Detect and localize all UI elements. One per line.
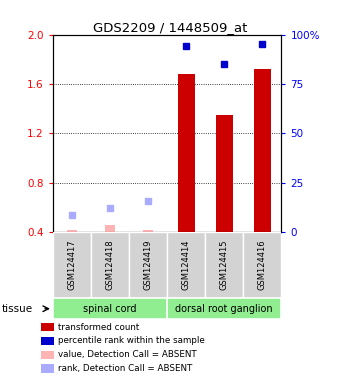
Bar — [167, 298, 281, 319]
Text: GSM124419: GSM124419 — [144, 240, 152, 290]
Bar — [105, 225, 115, 232]
Text: GSM124415: GSM124415 — [220, 240, 229, 290]
Text: rank, Detection Call = ABSENT: rank, Detection Call = ABSENT — [58, 364, 192, 373]
Text: dorsal root ganglion: dorsal root ganglion — [175, 304, 273, 314]
Text: GSM124418: GSM124418 — [105, 240, 115, 290]
Bar — [143, 230, 153, 232]
Text: GDS2209 / 1448509_at: GDS2209 / 1448509_at — [93, 21, 248, 34]
Bar — [67, 230, 77, 232]
Bar — [205, 232, 243, 298]
Bar — [53, 298, 167, 319]
Bar — [167, 232, 205, 298]
Bar — [254, 69, 271, 232]
Bar — [91, 232, 129, 298]
Bar — [53, 232, 91, 298]
Text: transformed count: transformed count — [58, 323, 139, 332]
Bar — [243, 232, 281, 298]
Text: GSM124414: GSM124414 — [182, 240, 191, 290]
Text: GSM124416: GSM124416 — [258, 240, 267, 290]
Text: GSM124417: GSM124417 — [68, 240, 76, 290]
Text: tissue: tissue — [2, 304, 33, 314]
Text: value, Detection Call = ABSENT: value, Detection Call = ABSENT — [58, 350, 197, 359]
Bar — [216, 115, 233, 232]
Bar — [129, 232, 167, 298]
Text: percentile rank within the sample: percentile rank within the sample — [58, 336, 205, 346]
Bar — [178, 74, 195, 232]
Text: spinal cord: spinal cord — [83, 304, 137, 314]
